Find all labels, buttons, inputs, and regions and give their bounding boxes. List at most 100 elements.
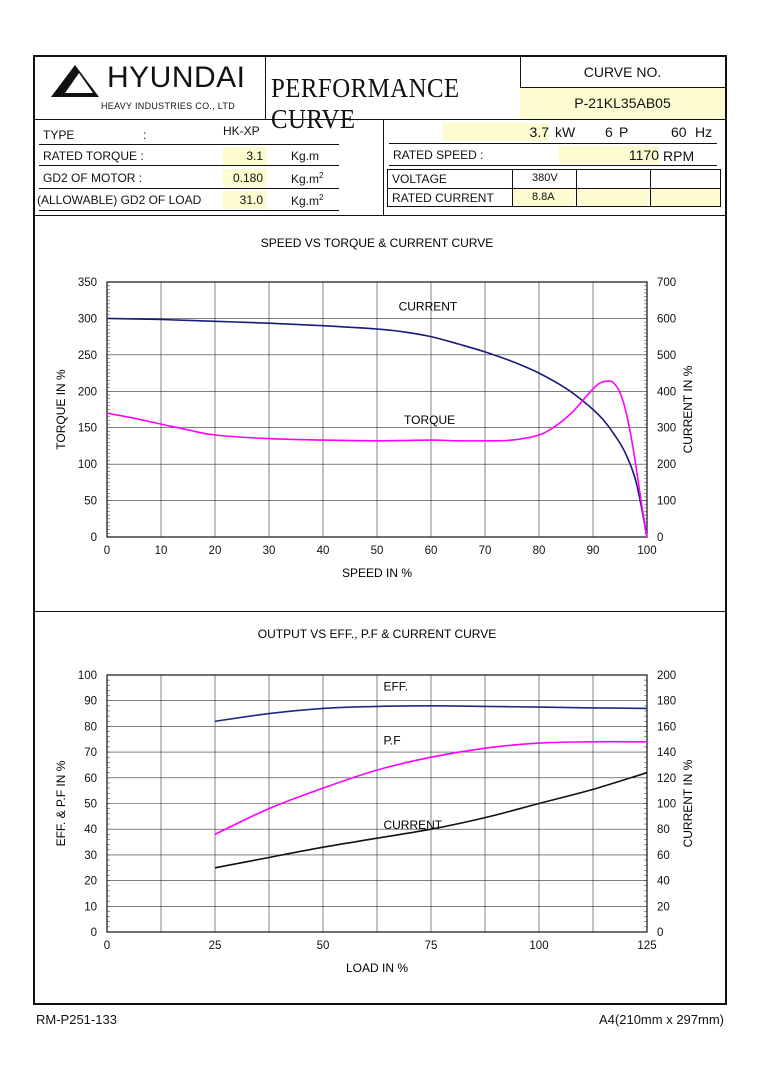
voltage-value: 380V (532, 172, 558, 184)
power-unit: kW (555, 124, 576, 140)
y-tick-label: 10 (84, 901, 97, 913)
series-label: CURRENT (383, 818, 442, 832)
y2-tick-label: 100 (657, 496, 676, 508)
freq-value: 60 (671, 124, 687, 140)
y-tick-label: 100 (78, 670, 97, 682)
speed-torque-current-chart: SPEED VS TORQUE & CURRENT CURVE 0 10 20 30 40… (54, 236, 695, 580)
y2-tick-label: 60 (657, 850, 670, 862)
spec-left: TYPE : HK-XP RATED TORQUE : 3.1 Kg.m GD2… (35, 119, 384, 215)
x-tick-label: 20 (209, 545, 222, 557)
x-tick-label: 75 (425, 940, 438, 952)
x-axis-label: SPEED IN % (342, 566, 412, 580)
plot-frame (106, 281, 648, 538)
y2-tick-label: 40 (657, 876, 670, 888)
rated-torque-unit: Kg.m (291, 149, 320, 163)
y-tick-label: 40 (84, 824, 97, 836)
y-tick-label: 20 (84, 876, 97, 888)
y2-tick-label: 200 (657, 670, 676, 682)
y2-tick-label: 100 (657, 799, 676, 811)
series-label: EFF. (383, 679, 408, 693)
y-tick-label: 350 (78, 277, 97, 289)
series-label: P.F (383, 733, 400, 747)
poles-value: 6 (605, 124, 613, 140)
y2-tick-label: 0 (657, 532, 663, 544)
type-label: TYPE (43, 128, 75, 142)
doc-code: RM-P251-133 (36, 1012, 117, 1027)
curve-number-value: P-21KL35AB05 (520, 88, 725, 119)
hyundai-logo-icon (51, 65, 99, 97)
rated-torque-value: 3.1 (223, 147, 267, 165)
x-tick-label: 80 (533, 545, 546, 557)
gd2-load-value: 31.0 (223, 191, 267, 209)
y-tick-label: 30 (84, 850, 97, 862)
x-tick-label: 40 (317, 545, 330, 557)
x-tick-label: 100 (637, 545, 656, 557)
brand-subtitle: HEAVY INDUSTRIES CO., LTD (101, 101, 236, 111)
y2-tick-label: 200 (657, 459, 676, 471)
curve-number-label: CURVE NO. (520, 57, 725, 88)
series-line-current (214, 771, 648, 869)
x-tick-label: 30 (263, 545, 276, 557)
type-colon: : (143, 128, 147, 142)
y2-tick-label: 700 (657, 277, 676, 289)
gd2-motor-unit-exp: 2 (319, 171, 324, 180)
y-tick-label: 90 (84, 696, 97, 708)
y2-tick-label: 80 (657, 824, 670, 836)
x-tick-label: 125 (637, 940, 656, 952)
y2-tick-label: 400 (657, 386, 676, 398)
spec-right: 3.7 kW 6 P 60 Hz RATED SPEED : 1170 RPM … (383, 119, 725, 215)
rated-torque-label: RATED TORQUE : (43, 149, 144, 163)
y2-tick-label: 300 (657, 423, 676, 435)
gd2-load-unit-exp: 2 (319, 193, 324, 202)
gd2-load-unit: Kg.m2 (291, 193, 323, 208)
electrical-table: VOLTAGE 380V RATED CURRENT 8.8A (387, 169, 721, 207)
x-tick-label: 0 (104, 545, 110, 557)
x-tick-label: 60 (425, 545, 438, 557)
y2-tick-label: 0 (657, 927, 663, 939)
y-tick-label: 0 (91, 927, 97, 939)
speed-chart-panel: SPEED VS TORQUE & CURRENT CURVE 0 10 20 30 40… (35, 215, 725, 612)
y-tick-label: 100 (78, 459, 97, 471)
rated-speed-unit: RPM (663, 148, 695, 164)
x-axis-label: LOAD IN % (346, 961, 408, 975)
load-chart-panel: OUTPUT VS EFF., P.F & CURRENT CURVE 0 25 50… (35, 612, 725, 1004)
voltage-label: VOLTAGE (392, 172, 447, 186)
gd2-load-unit-text: Kg.m (291, 194, 320, 208)
x-tick-label: 100 (529, 940, 548, 952)
y2-tick-label: 180 (657, 696, 676, 708)
document-title: PERFORMANCE CURVE (271, 73, 460, 134)
y-tick-label: 300 (78, 313, 97, 325)
series-line-eff (214, 704, 648, 723)
y-tick-label: 50 (84, 799, 97, 811)
rated-current-label: RATED CURRENT (392, 191, 494, 205)
gd2-motor-label: GD2 OF MOTOR : (43, 171, 143, 185)
gd2-motor-value: 0.180 (223, 169, 267, 187)
y-tick-label: 50 (84, 496, 97, 508)
paper-size: A4(210mm x 297mm) (599, 1012, 724, 1027)
curve-number-box: CURVE NO. P-21KL35AB05 (520, 57, 725, 119)
y-tick-label: 80 (84, 721, 97, 733)
y-tick-label: 200 (78, 386, 97, 398)
series-line-p-f (214, 740, 648, 836)
poles-unit: P (619, 124, 629, 140)
brand-name: HYUNDAI (107, 61, 246, 94)
plot-frame (106, 674, 648, 933)
x-tick-label: 50 (317, 940, 330, 952)
rated-speed-value: 1170 (559, 146, 659, 164)
x-tick-label: 50 (371, 545, 384, 557)
gd2-load-label: (ALLOWABLE) GD2 OF LOAD (37, 193, 202, 207)
series-label: CURRENT (399, 299, 458, 313)
chart-title: OUTPUT VS EFF., P.F & CURRENT CURVE (258, 627, 497, 641)
x-tick-label: 25 (209, 940, 222, 952)
rated-speed-label: RATED SPEED : (393, 148, 484, 162)
x-tick-label: 0 (104, 940, 110, 952)
output-eff-pf-current-chart: OUTPUT VS EFF., P.F & CURRENT CURVE 0 25 50… (54, 627, 695, 975)
y2-tick-label: 160 (657, 721, 676, 733)
y2-axis-label: CURRENT IN % (681, 759, 695, 847)
gridlines (106, 674, 648, 933)
y2-tick-label: 140 (657, 747, 676, 759)
y2-tick-label: 600 (657, 313, 676, 325)
y-axis-label: EFF. & P.F IN % (54, 760, 68, 846)
y2-axis-label: CURRENT IN % (681, 365, 695, 453)
y-tick-label: 0 (91, 532, 97, 544)
